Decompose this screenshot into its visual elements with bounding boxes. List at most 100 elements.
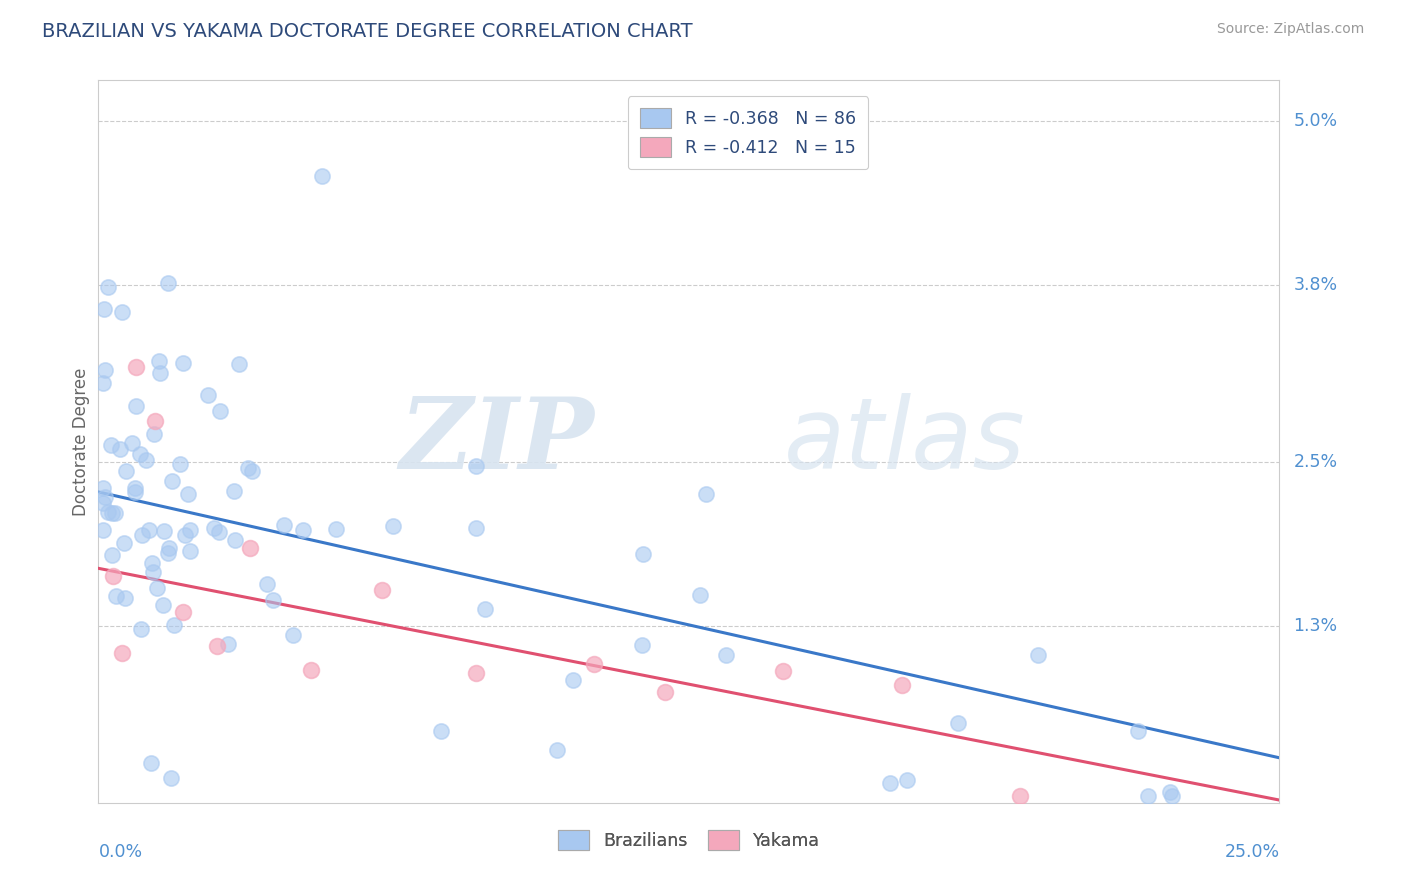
- Point: [101, 549, 124, 563]
- Point: [156, 546, 179, 560]
- Point: [714, 648, 737, 662]
- Point: [101, 569, 124, 583]
- Point: [430, 724, 453, 739]
- Point: [1161, 789, 1184, 803]
- Point: [299, 663, 322, 677]
- Point: [112, 536, 135, 550]
- Point: [97, 279, 120, 293]
- Point: [208, 524, 231, 539]
- Point: [205, 639, 228, 653]
- Point: [1136, 789, 1159, 803]
- Point: [174, 528, 197, 542]
- Point: [91, 482, 114, 496]
- Point: [162, 475, 184, 489]
- Point: [208, 404, 231, 418]
- Text: 3.8%: 3.8%: [1294, 276, 1337, 293]
- Point: [172, 356, 194, 370]
- Point: [273, 518, 295, 533]
- Text: BRAZILIAN VS YAKAMA DOCTORATE DEGREE CORRELATION CHART: BRAZILIAN VS YAKAMA DOCTORATE DEGREE COR…: [42, 22, 693, 41]
- Legend: Brazilians, Yakama: Brazilians, Yakama: [548, 822, 830, 859]
- Point: [465, 458, 488, 473]
- Point: [160, 771, 183, 785]
- Point: [100, 438, 122, 452]
- Point: [97, 505, 120, 519]
- Point: [124, 481, 146, 495]
- Point: [631, 547, 654, 561]
- Text: 25.0%: 25.0%: [1225, 843, 1279, 861]
- Point: [224, 533, 246, 547]
- Point: [465, 521, 488, 535]
- Point: [236, 460, 259, 475]
- Point: [325, 522, 347, 536]
- Point: [1026, 648, 1049, 662]
- Point: [1008, 789, 1031, 803]
- Point: [695, 487, 717, 501]
- Point: [149, 366, 172, 380]
- Point: [146, 581, 169, 595]
- Text: 2.5%: 2.5%: [1294, 453, 1337, 471]
- Point: [163, 617, 186, 632]
- Text: 0.0%: 0.0%: [98, 843, 142, 861]
- Point: [583, 657, 606, 671]
- Point: [157, 276, 180, 290]
- Point: [129, 623, 152, 637]
- Point: [111, 305, 134, 319]
- Point: [124, 485, 146, 500]
- Point: [91, 523, 114, 537]
- Text: ZIP: ZIP: [399, 393, 595, 490]
- Point: [135, 453, 157, 467]
- Point: [91, 496, 114, 510]
- Y-axis label: Doctorate Degree: Doctorate Degree: [72, 368, 90, 516]
- Point: [262, 593, 284, 607]
- Point: [631, 638, 654, 652]
- Point: [239, 541, 262, 555]
- Point: [890, 678, 912, 692]
- Point: [217, 637, 239, 651]
- Point: [1159, 785, 1181, 799]
- Point: [561, 673, 583, 687]
- Point: [141, 756, 163, 770]
- Point: [179, 524, 201, 538]
- Point: [152, 599, 174, 613]
- Point: [142, 565, 165, 579]
- Point: [153, 524, 176, 538]
- Point: [143, 414, 166, 428]
- Text: atlas: atlas: [783, 393, 1025, 490]
- Point: [172, 605, 194, 619]
- Point: [169, 458, 191, 472]
- Point: [148, 354, 170, 368]
- Point: [101, 506, 124, 520]
- Point: [197, 388, 219, 402]
- Text: Source: ZipAtlas.com: Source: ZipAtlas.com: [1216, 22, 1364, 37]
- Point: [879, 776, 901, 790]
- Point: [125, 359, 148, 374]
- Point: [228, 357, 250, 371]
- Point: [179, 544, 201, 558]
- Point: [94, 362, 117, 376]
- Point: [474, 602, 496, 616]
- Point: [465, 666, 488, 681]
- Point: [104, 506, 127, 520]
- Point: [654, 685, 676, 699]
- Point: [141, 556, 163, 570]
- Point: [546, 743, 568, 757]
- Point: [138, 524, 160, 538]
- Text: 1.3%: 1.3%: [1294, 616, 1337, 634]
- Point: [131, 528, 153, 542]
- Point: [281, 628, 304, 642]
- Point: [94, 490, 117, 504]
- Point: [224, 484, 246, 499]
- Point: [105, 589, 128, 603]
- Point: [689, 588, 711, 602]
- Point: [114, 591, 136, 606]
- Point: [159, 541, 181, 555]
- Point: [896, 773, 918, 788]
- Point: [93, 301, 115, 316]
- Point: [125, 399, 148, 413]
- Point: [946, 716, 969, 731]
- Point: [121, 435, 143, 450]
- Point: [292, 524, 315, 538]
- Point: [129, 447, 152, 461]
- Point: [1128, 724, 1150, 739]
- Point: [371, 582, 394, 597]
